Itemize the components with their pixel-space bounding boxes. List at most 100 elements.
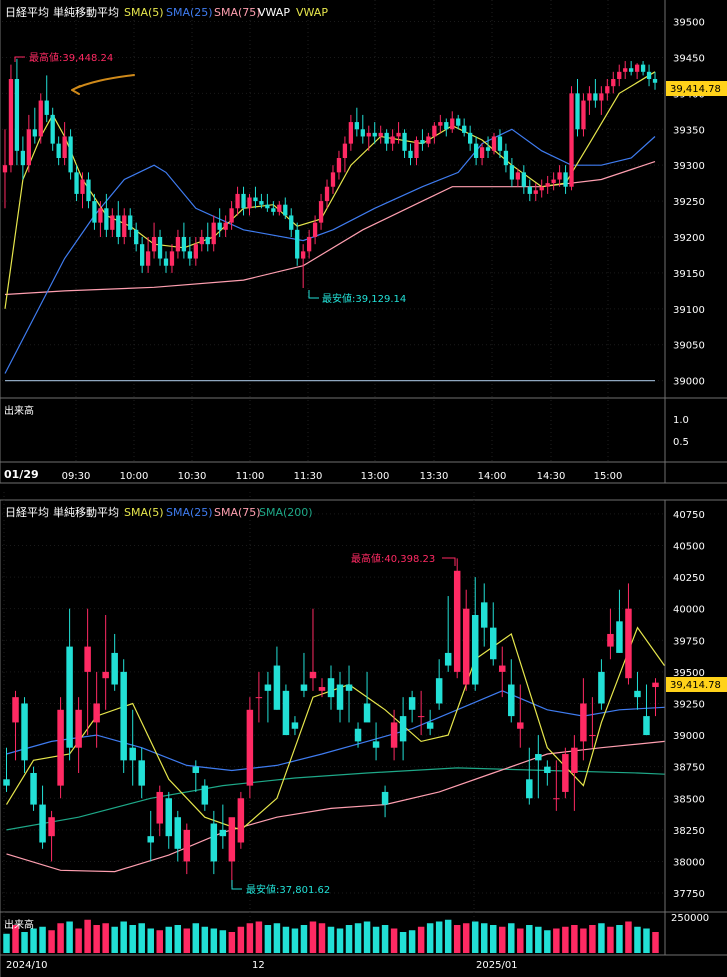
top-candle-body: [259, 201, 264, 205]
bottom-candle-body: [210, 823, 218, 862]
top-candle-body: [503, 150, 509, 166]
top-volume-tick-1: 1.0: [673, 415, 689, 426]
top-candle-body: [211, 222, 216, 245]
bottom-candle-body: [48, 817, 55, 837]
bottom-y-tick-label: 40750: [673, 510, 705, 521]
bottom-candle-body: [408, 697, 416, 710]
bottom-candle-body: [12, 697, 19, 723]
bottom-volume-bar: [589, 925, 596, 953]
bottom-volume-bar: [580, 928, 587, 953]
top-candle-body: [116, 215, 121, 237]
bottom-candle-body: [327, 678, 335, 698]
top-high-label: 最高値:39,448.24: [29, 51, 113, 64]
bottom-volume-bar: [48, 930, 55, 953]
top-x-tick-label: 11:30: [294, 471, 323, 482]
bottom-last-price-bg: [666, 677, 727, 692]
top-candle-body: [2, 165, 8, 173]
bottom-volume-bar: [237, 926, 245, 953]
top-candle-body: [253, 197, 258, 202]
top-volume-tick-05: 0.5: [673, 437, 689, 448]
bottom-volume-bar: [526, 925, 533, 953]
top-candle-body: [617, 71, 622, 79]
bottom-candle-body: [490, 627, 497, 660]
top-legend-vwap1: VWAP: [258, 6, 290, 19]
bottom-volume-bar: [607, 926, 614, 953]
bottom-volume-bar: [219, 930, 227, 953]
top-candle-body: [324, 186, 330, 202]
bottom-volume-bar: [408, 930, 416, 953]
bottom-candle-body: [652, 682, 659, 688]
top-candle-body: [110, 215, 115, 230]
bottom-volume-bar: [327, 926, 335, 953]
bottom-volume-bar: [508, 923, 515, 953]
bottom-volume-bar: [138, 923, 145, 953]
top-candle-body: [402, 132, 407, 151]
hand-drawn-arrow-icon: [71, 74, 135, 95]
bottom-volume-bar: [84, 919, 91, 953]
top-candle-body: [98, 208, 103, 223]
bottom-volume-bar: [111, 926, 118, 953]
top-y-tick-label: 39150: [673, 269, 705, 280]
top-high-marker: [14, 56, 25, 62]
top-candle-body: [593, 93, 598, 101]
top-candle-body: [229, 208, 234, 223]
top-x-tick-label: 15:00: [594, 471, 623, 482]
top-y-tick-label: 39500: [673, 18, 705, 29]
bottom-volume-bar: [562, 926, 569, 953]
bottom-y-tick-label: 39000: [673, 731, 705, 742]
bottom-candle-body: [93, 703, 100, 723]
bottom-legend-name: 日経平均: [5, 506, 49, 519]
top-candle-body: [545, 183, 550, 187]
bottom-low-annotation: 最安値:37,801.62: [231, 880, 330, 896]
top-y-tick-label: 39200: [673, 233, 705, 244]
top-candle-body: [467, 132, 473, 144]
top-candle-body: [462, 125, 467, 133]
top-x-tick-label: 13:30: [420, 471, 449, 482]
top-date-label: 01/29: [4, 468, 39, 481]
top-legend-sma5: SMA(5): [124, 6, 164, 19]
top-candle-body: [181, 237, 187, 252]
top-candle-body: [450, 118, 455, 130]
top-candle-body: [157, 237, 163, 259]
top-candle-body: [611, 79, 616, 87]
bottom-candle-body: [390, 722, 398, 748]
bottom-candle-body: [165, 798, 172, 837]
bottom-x-tick-label: 2025/01: [476, 960, 518, 971]
bottom-volume-bar: [66, 921, 73, 953]
top-candle-body: [134, 229, 139, 245]
bottom-candle-body: [39, 804, 46, 843]
top-x-tick-label: 14:30: [537, 471, 566, 482]
top-candle-body: [271, 208, 276, 212]
bottom-volume-bar: [381, 925, 389, 953]
top-candle-body: [50, 114, 55, 144]
bottom-legend-sma25: SMA(25): [166, 506, 213, 519]
top-candle-body: [62, 136, 67, 158]
bottom-candle-body: [480, 602, 488, 628]
bottom-candle-body: [535, 754, 542, 761]
bottom-candle-body: [75, 709, 82, 748]
bottom-low-label: 最安値:37,801.62: [246, 883, 330, 896]
top-x-tick-label: 09:30: [62, 471, 91, 482]
bottom-candle-body: [111, 652, 118, 685]
bottom-legend-sma5: SMA(5): [124, 506, 164, 519]
bottom-volume-bar: [625, 921, 632, 953]
top-legend-sma25: SMA(25): [166, 6, 213, 19]
bottom-candle-body: [607, 633, 614, 647]
bottom-high-annotation: 最高値:40,398.23: [351, 552, 456, 566]
bottom-sma25-line: [6, 690, 665, 772]
bottom-volume-bar: [129, 925, 136, 953]
top-y-tick-label: 39450: [673, 53, 705, 64]
bottom-volume-bar: [102, 923, 109, 953]
bottom-volume-bar: [598, 923, 605, 953]
bottom-x-tick-label: 2024/10: [6, 960, 48, 971]
top-last-price-bg: [666, 81, 727, 96]
top-legend-ma-title: 単純移動平均: [53, 5, 119, 19]
bottom-candle-body: [120, 671, 127, 761]
top-candle-body: [128, 215, 133, 230]
bottom-y-axis: 40750 40500 40250 40000 39750 39500 39250 39000…: [673, 510, 705, 900]
top-y-tick-label: 39050: [673, 341, 705, 352]
top-candle-body: [569, 93, 574, 187]
bottom-candle-body: [219, 829, 227, 837]
top-candle-body: [509, 165, 515, 180]
top-candle-body: [151, 237, 157, 252]
